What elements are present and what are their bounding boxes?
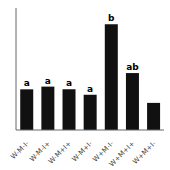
svg-text:a: a: [24, 78, 30, 88]
svg-text:W-M-I-: W-M-I-: [9, 139, 31, 161]
svg-text:b: b: [108, 13, 115, 23]
svg-text:W+M-I-: W+M-I-: [91, 139, 116, 164]
svg-text:a: a: [66, 78, 72, 88]
svg-text:W-M+I+: W-M+I+: [47, 139, 73, 165]
svg-text:W-M+I-: W-M+I-: [70, 139, 94, 163]
svg-text:W+M+I-: W+M+I-: [131, 139, 158, 166]
svg-text:W+M+I+: W+M+I+: [108, 139, 137, 168]
svg-text:a: a: [87, 84, 93, 94]
svg-text:ab: ab: [126, 62, 139, 72]
svg-text:a: a: [45, 76, 51, 86]
svg-text:W-M-I+: W-M-I+: [28, 139, 52, 164]
